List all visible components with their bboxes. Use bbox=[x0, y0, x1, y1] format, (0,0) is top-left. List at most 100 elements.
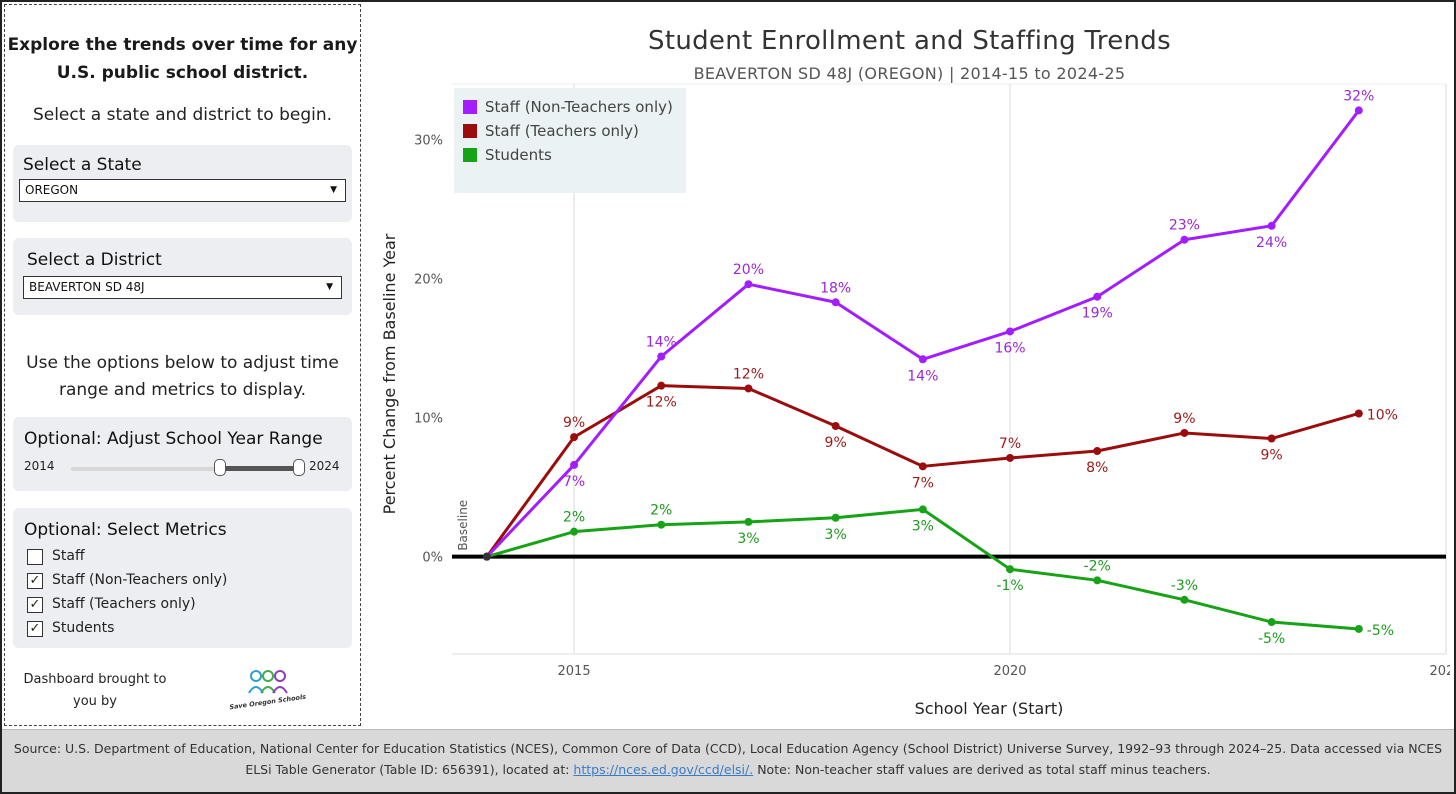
checkbox-non-teachers[interactable]: ✓ bbox=[27, 573, 43, 589]
y-tick-label-30: 30% bbox=[414, 134, 443, 149]
data-point-2-7 bbox=[1093, 576, 1102, 585]
data-point-2-5 bbox=[918, 505, 927, 514]
data-label-2-4: 3% bbox=[825, 527, 847, 543]
intro-line-1: Explore the trends over time for any bbox=[7, 35, 358, 55]
data-label-2-10: -5% bbox=[1367, 623, 1394, 639]
data-point-1-3 bbox=[744, 384, 753, 393]
source-note: Note: Non-teacher staff values are deriv… bbox=[753, 762, 1211, 777]
data-label-0-8: 23% bbox=[1169, 218, 1200, 234]
brought-line-2: you by bbox=[73, 694, 117, 709]
data-point-0-6 bbox=[1006, 327, 1015, 336]
data-point-0-0 bbox=[482, 552, 491, 561]
data-label-1-1: 9% bbox=[563, 415, 585, 431]
data-point-2-3 bbox=[744, 517, 753, 526]
select-prompt: Select a state and district to begin. bbox=[32, 105, 333, 125]
data-point-1-8 bbox=[1180, 428, 1189, 437]
intro-line-2: U.S. public school district. bbox=[56, 63, 309, 83]
x-tick-label-2025: 2025 bbox=[1429, 664, 1450, 679]
data-point-0-1 bbox=[570, 460, 579, 469]
data-point-0-2 bbox=[657, 352, 666, 361]
data-point-0-8 bbox=[1180, 235, 1189, 244]
dropdown-arrow-icon: ▼ bbox=[330, 185, 337, 195]
data-point-0-10 bbox=[1354, 106, 1363, 115]
source-footer: Source: U.S. Department of Education, Na… bbox=[2, 729, 1454, 792]
source-link[interactable]: https://nces.ed.gov/ccd/elsi/. bbox=[573, 762, 754, 777]
checkbox-teachers[interactable]: ✓ bbox=[27, 597, 43, 613]
source-text-main: Source: U.S. Department of Education, Na… bbox=[13, 741, 1443, 777]
data-label-1-9: 9% bbox=[1261, 448, 1283, 464]
dropdown-arrow-icon: ▼ bbox=[326, 282, 333, 292]
data-point-1-5 bbox=[918, 462, 927, 471]
metric-teachers-label: Staff (Teachers only) bbox=[52, 596, 196, 612]
source-text: Source: U.S. Department of Education, Na… bbox=[12, 738, 1444, 780]
data-label-2-5: 3% bbox=[912, 518, 934, 534]
metric-students-label: Students bbox=[52, 620, 115, 636]
data-label-2-2: 2% bbox=[650, 503, 672, 519]
data-point-1-4 bbox=[831, 422, 840, 430]
y-tick-label-20: 20% bbox=[414, 273, 443, 288]
data-label-2-9: -5% bbox=[1258, 631, 1285, 647]
district-label: Select a District bbox=[27, 250, 162, 270]
legend-label-1: Staff (Teachers only) bbox=[485, 122, 639, 140]
y-axis-title: Percent Change from Baseline Year bbox=[380, 233, 399, 514]
range-min-label: 2014 bbox=[24, 459, 55, 473]
legend-label-0: Staff (Non-Teachers only) bbox=[485, 98, 673, 116]
chart-panel: Student Enrollment and Staffing Trends B… bbox=[369, 4, 1450, 726]
chart-subtitle: BEAVERTON SD 48J (OREGON) | 2014-15 to 2… bbox=[693, 64, 1126, 83]
year-range-selected bbox=[217, 466, 301, 471]
district-card: Select a District BEAVERTON SD 48J ▼ bbox=[13, 238, 352, 315]
options-line-1: Use the options below to adjust time bbox=[26, 353, 339, 373]
data-label-1-8: 9% bbox=[1173, 411, 1195, 427]
metric-non-teachers-label: Staff (Non-Teachers only) bbox=[52, 572, 228, 588]
data-label-2-3: 3% bbox=[737, 531, 759, 547]
data-point-0-3 bbox=[744, 280, 753, 289]
state-label: Select a State bbox=[23, 155, 142, 175]
data-point-0-4 bbox=[831, 298, 840, 307]
data-label-1-10: 10% bbox=[1367, 407, 1398, 423]
data-label-1-3: 12% bbox=[733, 366, 764, 382]
data-point-0-9 bbox=[1267, 221, 1276, 230]
data-label-1-5: 7% bbox=[912, 475, 934, 491]
data-label-0-4: 18% bbox=[820, 280, 851, 296]
save-oregon-schools-logo[interactable]: Save Oregon Schools bbox=[223, 667, 313, 711]
data-label-2-6: -1% bbox=[996, 578, 1023, 594]
checkbox-students[interactable]: ✓ bbox=[27, 621, 43, 637]
district-dropdown[interactable]: BEAVERTON SD 48J ▼ bbox=[23, 276, 342, 299]
x-tick-label-2020: 2020 bbox=[993, 664, 1026, 679]
data-label-1-6: 7% bbox=[999, 436, 1021, 452]
svg-text:Save Oregon Schools: Save Oregon Schools bbox=[229, 693, 307, 711]
line-chart[interactable]: 2015 2020 2025 0% 10% 20% 30% School Year (Star… bbox=[369, 4, 1450, 726]
legend-swatch-0 bbox=[463, 100, 477, 114]
options-instructions: Use the options below to adjust time ran… bbox=[5, 350, 360, 404]
options-line-2: range and metrics to display. bbox=[58, 380, 307, 400]
data-point-1-10 bbox=[1354, 409, 1363, 418]
legend-swatch-2 bbox=[463, 148, 477, 162]
data-label-0-3: 20% bbox=[733, 262, 764, 278]
range-end-handle[interactable] bbox=[293, 459, 305, 476]
data-point-2-9 bbox=[1267, 618, 1276, 627]
range-card: Optional: Adjust School Year Range bbox=[13, 417, 352, 491]
baseline-label: Baseline bbox=[456, 500, 470, 551]
state-dropdown[interactable]: OREGON ▼ bbox=[19, 179, 346, 202]
data-label-0-2: 14% bbox=[646, 334, 677, 350]
metric-staff-label: Staff bbox=[52, 548, 85, 564]
checkbox-staff[interactable] bbox=[27, 549, 43, 565]
data-point-1-7 bbox=[1093, 447, 1102, 456]
data-label-0-7: 19% bbox=[1082, 306, 1113, 322]
metrics-card: Optional: Select Metrics bbox=[13, 508, 352, 648]
x-tick-label-2015: 2015 bbox=[558, 664, 591, 679]
data-point-2-8 bbox=[1180, 595, 1189, 604]
data-point-2-10 bbox=[1354, 624, 1363, 633]
legend-label-2: Students bbox=[485, 146, 552, 164]
range-start-handle[interactable] bbox=[214, 459, 226, 476]
data-point-1-2 bbox=[657, 381, 666, 390]
year-range-track[interactable] bbox=[71, 467, 301, 471]
data-label-2-7: -2% bbox=[1084, 558, 1111, 574]
chart-title: Student Enrollment and Staffing Trends bbox=[648, 26, 1171, 56]
brought-to-you-by: Dashboard brought to you by bbox=[15, 669, 175, 713]
data-point-1-6 bbox=[1006, 453, 1015, 462]
data-point-1-9 bbox=[1267, 434, 1276, 443]
data-point-0-5 bbox=[918, 355, 927, 364]
district-dropdown-value: BEAVERTON SD 48J bbox=[29, 280, 145, 294]
